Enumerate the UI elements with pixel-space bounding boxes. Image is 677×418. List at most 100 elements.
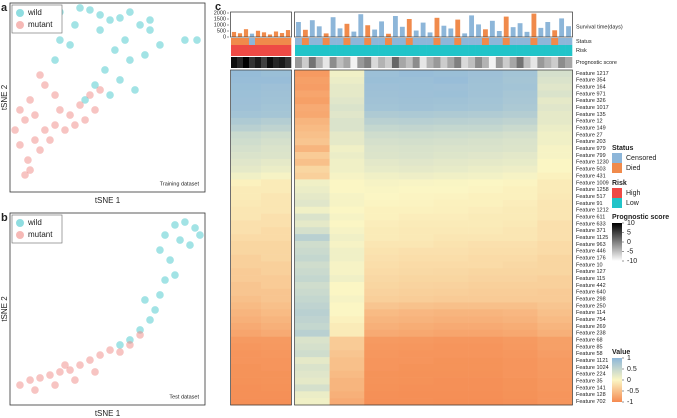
risk-cell bbox=[454, 45, 462, 56]
heatmap-cell bbox=[502, 288, 538, 296]
heatmap-cell bbox=[329, 199, 365, 208]
point bbox=[126, 341, 134, 349]
heatmap-cell bbox=[537, 97, 573, 105]
heatmap-cell bbox=[468, 193, 504, 201]
status-cell bbox=[530, 38, 538, 45]
point bbox=[31, 136, 39, 144]
point bbox=[111, 46, 119, 54]
heatmap-cell bbox=[537, 384, 573, 392]
feature-label: Feature 1009 bbox=[576, 180, 609, 186]
status-cell bbox=[378, 38, 386, 45]
heatmap-cell bbox=[364, 336, 400, 344]
survival-bar bbox=[399, 26, 405, 37]
feature-label: Feature 1121 bbox=[576, 358, 608, 364]
heatmap-cell bbox=[433, 220, 469, 228]
heatmap-cell bbox=[468, 377, 504, 385]
heatmap-cell bbox=[364, 295, 400, 303]
heatmap-cell bbox=[468, 336, 504, 344]
heatmap-cell bbox=[398, 213, 434, 221]
risk-cell bbox=[322, 45, 330, 56]
status-cell bbox=[558, 38, 566, 45]
feature-label: Feature 128 bbox=[576, 392, 606, 398]
heatmap-cell bbox=[295, 234, 330, 242]
heatmap-cell bbox=[295, 377, 330, 385]
heatmap-cell bbox=[398, 336, 434, 344]
risk-cell bbox=[243, 45, 250, 56]
status-cell bbox=[273, 38, 280, 45]
heatmap-cell bbox=[329, 261, 365, 269]
heatmap-cell bbox=[502, 240, 538, 249]
heatmap-cell bbox=[537, 275, 573, 283]
risk-cell bbox=[273, 45, 280, 56]
survival-bar bbox=[510, 27, 516, 37]
heatmap-cell bbox=[329, 240, 365, 249]
heatmap-cell bbox=[537, 302, 573, 310]
heatmap-cell bbox=[295, 254, 330, 262]
heatmap-cell bbox=[398, 124, 434, 132]
heatmap-cell bbox=[468, 97, 504, 105]
heatmap-cell bbox=[502, 179, 538, 187]
heatmap-cell bbox=[433, 83, 469, 91]
heatmap-cell bbox=[433, 384, 469, 392]
point bbox=[156, 291, 164, 299]
status-cell bbox=[523, 38, 531, 45]
legend-swatch bbox=[16, 9, 24, 17]
heatmap-cell bbox=[502, 275, 538, 283]
feature-label: Feature 12 bbox=[576, 119, 603, 125]
heatmap-cell bbox=[398, 309, 434, 317]
heatmap-cell bbox=[433, 90, 469, 98]
feature-label: Feature 1017 bbox=[576, 105, 609, 111]
legend-tick-label: -10 bbox=[627, 258, 637, 265]
heatmap-cell bbox=[502, 261, 538, 269]
heatmap-cell bbox=[502, 322, 538, 331]
heatmap-cell bbox=[261, 336, 292, 344]
feature-label: Feature 127 bbox=[576, 269, 606, 275]
score-cell bbox=[468, 57, 476, 68]
survival-bar bbox=[434, 17, 440, 37]
heatmap-cell bbox=[295, 172, 330, 180]
heatmap-cell bbox=[231, 186, 262, 194]
heatmap-cell bbox=[502, 268, 538, 276]
heatmap-cell bbox=[364, 322, 400, 331]
legend-title: Value bbox=[612, 349, 630, 356]
feature-label: Feature 224 bbox=[576, 372, 606, 378]
feature-label: Feature 10 bbox=[576, 262, 603, 268]
heatmap-cell bbox=[231, 158, 262, 167]
heatmap-cell bbox=[231, 336, 262, 344]
point bbox=[106, 91, 114, 99]
heatmap-cell bbox=[231, 131, 262, 139]
feature-label: Feature 269 bbox=[576, 324, 606, 330]
legend-label: mutant bbox=[28, 230, 53, 239]
score-cell bbox=[502, 57, 510, 68]
point bbox=[16, 141, 24, 149]
heatmap-cell bbox=[231, 295, 262, 303]
heatmap-cell bbox=[231, 97, 262, 105]
heatmap-cell bbox=[261, 186, 292, 194]
score-cell bbox=[350, 57, 358, 68]
point bbox=[66, 41, 74, 49]
heatmap-cell bbox=[468, 70, 504, 78]
score-cell bbox=[475, 57, 483, 68]
annotation: Test dataset bbox=[169, 394, 199, 400]
heatmap-cell bbox=[364, 124, 400, 132]
score-cell bbox=[308, 57, 317, 68]
heatmap-cell bbox=[295, 268, 330, 276]
heatmap-cell bbox=[537, 281, 573, 290]
heatmap-cell bbox=[364, 186, 400, 194]
heatmap-cell bbox=[468, 288, 504, 296]
heatmap-cell bbox=[329, 247, 365, 255]
score-cell bbox=[440, 57, 448, 68]
heatmap-cell bbox=[231, 70, 262, 78]
status-cell bbox=[371, 38, 379, 45]
heatmap-cell bbox=[468, 90, 504, 98]
heatmap-cell bbox=[433, 377, 469, 385]
heatmap-cell bbox=[364, 220, 400, 228]
heatmap-cell bbox=[433, 193, 469, 201]
heatmap-cell bbox=[537, 309, 573, 317]
score-cell bbox=[447, 57, 455, 68]
x-axis-label: tSNE 1 bbox=[95, 409, 121, 418]
heatmap-cell bbox=[398, 322, 434, 331]
feature-label: Feature 640 bbox=[576, 290, 606, 296]
survival-bar bbox=[285, 30, 291, 37]
feature-label: Feature 1217 bbox=[576, 71, 609, 77]
